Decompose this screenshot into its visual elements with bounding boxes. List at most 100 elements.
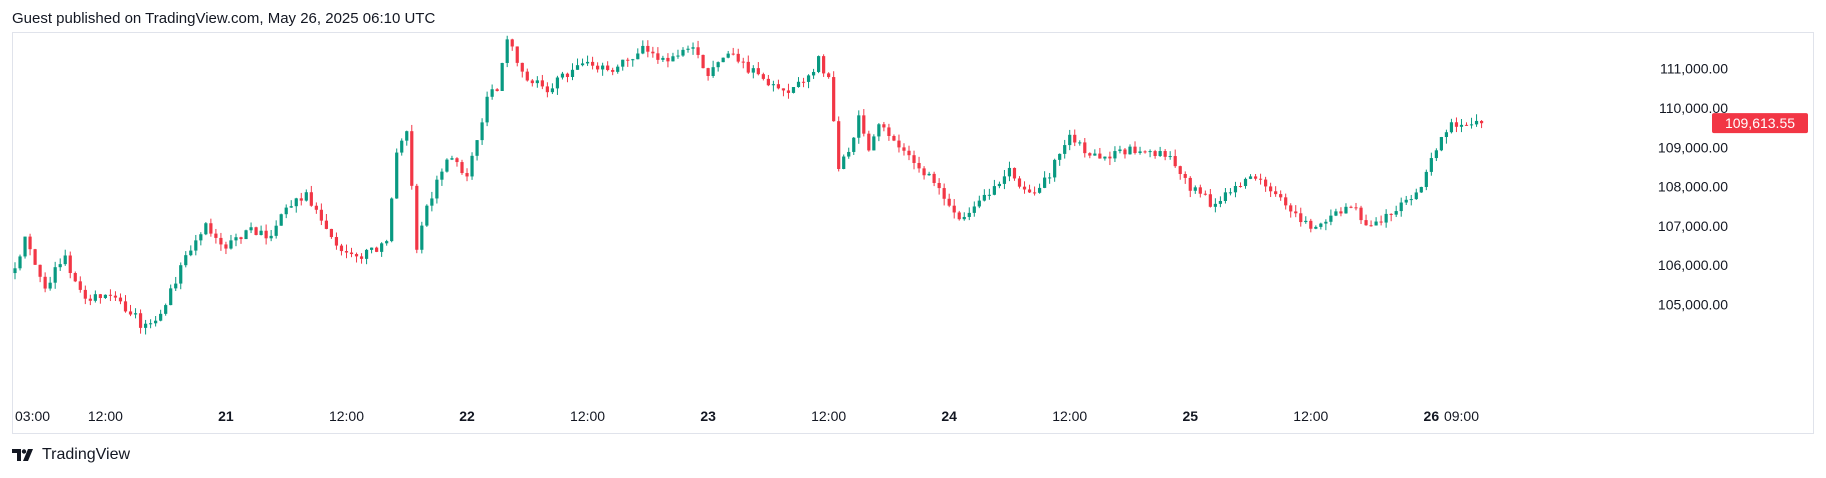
- candle: [515, 46, 519, 67]
- x-tick-label: 22: [459, 408, 475, 424]
- y-tick-label: 107,000.00: [1658, 218, 1728, 234]
- candle: [716, 61, 720, 72]
- candle: [1198, 184, 1202, 198]
- candle: [169, 284, 173, 306]
- candle: [982, 189, 986, 202]
- candle: [872, 134, 876, 151]
- candle: [947, 193, 951, 208]
- y-tick-label: 111,000.00: [1660, 61, 1728, 77]
- candle: [244, 229, 248, 240]
- candle: [927, 171, 931, 176]
- candle: [450, 155, 454, 161]
- candle: [289, 200, 293, 208]
- candle: [616, 64, 620, 74]
- candle: [756, 62, 760, 76]
- candle: [1454, 117, 1459, 133]
- candle: [997, 181, 1002, 189]
- candle: [385, 239, 389, 246]
- candle: [806, 74, 811, 89]
- candle: [299, 192, 303, 206]
- candle: [1017, 176, 1022, 189]
- candle: [1168, 151, 1172, 160]
- candle: [606, 61, 610, 72]
- candle: [877, 123, 881, 142]
- candle: [1439, 136, 1443, 152]
- candle: [832, 71, 836, 122]
- candle: [234, 233, 238, 247]
- tradingview-brand[interactable]: TradingView: [42, 446, 131, 463]
- candle: [987, 188, 991, 200]
- candle: [1007, 161, 1012, 182]
- candle: [1053, 158, 1057, 182]
- candle: [721, 57, 725, 63]
- candle: [309, 185, 313, 207]
- candle: [1148, 149, 1152, 158]
- candle: [229, 234, 233, 250]
- price-axis[interactable]: 111,000.00 110,000.00 109,000.00 108,000.00…: [1658, 61, 1728, 313]
- time-axis[interactable]: 03:00 12:00 21 12:00 22 12:00 23 12:00 24 12:00 25…: [15, 408, 1479, 424]
- candle: [344, 244, 349, 259]
- candle: [596, 62, 600, 73]
- candle: [415, 183, 419, 254]
- y-tick-label: 109,000.00: [1658, 139, 1728, 155]
- candle: [1314, 225, 1318, 230]
- candle: [1233, 181, 1238, 198]
- candle: [1093, 149, 1097, 156]
- candle: [78, 276, 82, 293]
- candle: [1279, 190, 1283, 201]
- candle: [741, 57, 745, 69]
- candle: [932, 171, 936, 187]
- candle: [58, 258, 62, 271]
- candle: [1203, 190, 1207, 196]
- candle: [626, 57, 630, 67]
- x-tick-label: 12:00: [1293, 408, 1328, 424]
- candle: [103, 294, 108, 299]
- candle: [179, 262, 183, 290]
- candle: [83, 285, 87, 305]
- candle: [942, 183, 946, 206]
- candle: [1369, 220, 1373, 227]
- candle: [691, 42, 695, 55]
- candle: [68, 251, 72, 279]
- candle: [761, 72, 765, 81]
- candle: [1379, 215, 1383, 226]
- candle: [580, 58, 585, 67]
- candle: [570, 63, 575, 81]
- x-tick-label: 12:00: [570, 408, 605, 424]
- candle: [1128, 144, 1132, 155]
- candle-series: [13, 35, 1484, 335]
- candle: [565, 72, 570, 83]
- candle: [143, 319, 148, 335]
- tradingview-logo-icon[interactable]: [12, 447, 36, 463]
- candle: [525, 68, 529, 82]
- candle: [1228, 188, 1233, 196]
- candle: [1002, 169, 1007, 190]
- candle: [108, 289, 113, 302]
- candle: [1419, 186, 1423, 193]
- candle: [847, 147, 851, 159]
- candle: [224, 241, 228, 255]
- candle: [631, 58, 635, 67]
- footer: TradingView: [12, 446, 130, 464]
- candle: [922, 166, 926, 180]
- y-tick-label: 110,000.00: [1659, 100, 1728, 116]
- y-tick-label: 106,000.00: [1658, 257, 1728, 273]
- candle: [1339, 207, 1343, 217]
- candle: [334, 232, 339, 250]
- candle: [706, 67, 710, 81]
- candle: [1058, 153, 1062, 166]
- candle: [204, 222, 208, 236]
- x-tick-label: 12:00: [88, 408, 123, 424]
- candle: [545, 82, 549, 98]
- candle: [590, 56, 595, 70]
- candle: [1384, 209, 1388, 228]
- candle: [500, 62, 504, 91]
- candle: [440, 168, 444, 186]
- candle: [992, 179, 996, 196]
- candle: [1344, 203, 1348, 214]
- candle: [43, 272, 47, 293]
- candle: [1469, 117, 1474, 129]
- candle: [972, 201, 976, 217]
- candle: [23, 236, 27, 259]
